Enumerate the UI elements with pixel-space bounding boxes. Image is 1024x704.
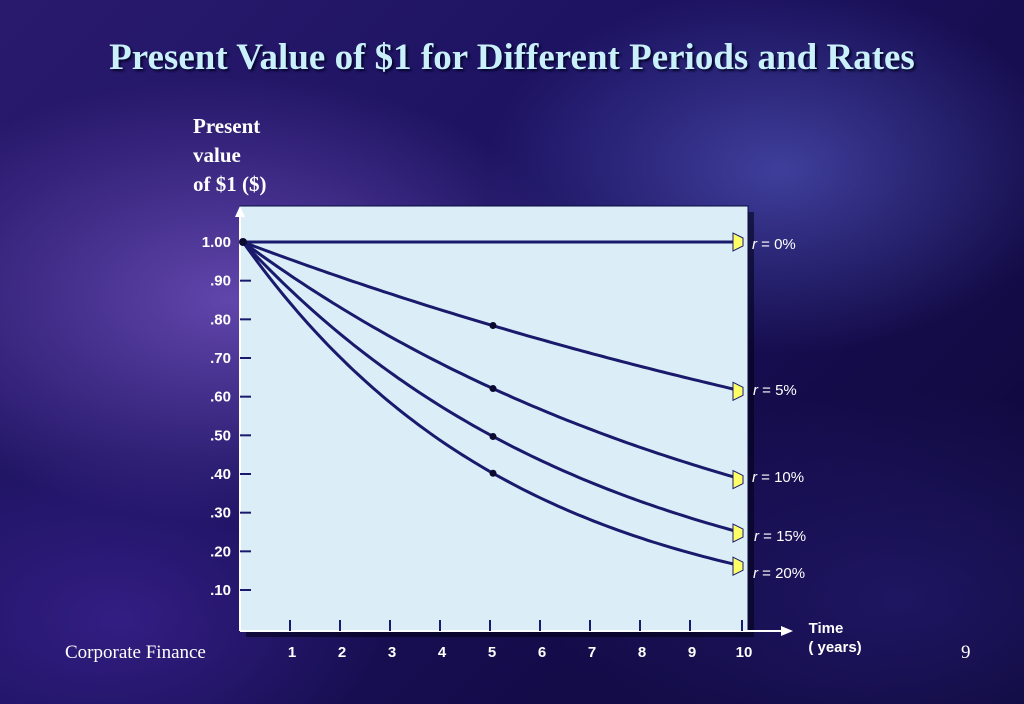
y-tick-labels: 1.00 .90 .80 .70 .60 .50 .40 .30 .20 .10 [202, 234, 251, 599]
series-end-arrow [732, 469, 744, 490]
series-label-var: r [752, 469, 758, 486]
x-tick-label: 2 [338, 644, 346, 661]
data-point-marker [489, 322, 497, 330]
series-label-var: r [752, 236, 758, 253]
footer-course-name: Corporate Finance [65, 642, 206, 663]
series-label-rate: = 0% [757, 236, 796, 253]
series-label-var: r [753, 565, 759, 582]
series-end-arrow [732, 232, 744, 252]
x-tick-label: 5 [488, 644, 496, 661]
series-label-var: r [754, 528, 760, 545]
x-tick-label: 10 [736, 644, 753, 661]
y-tick-label: .20 [210, 543, 231, 560]
series-end-arrow [732, 381, 744, 402]
series-end-arrow [732, 556, 744, 577]
y-tick-label: .90 [210, 273, 231, 290]
x-tick-labels: 1 2 3 4 5 6 7 8 9 10 [288, 620, 753, 661]
y-tick-label: .60 [210, 389, 231, 406]
series-label: r = 10% [752, 469, 804, 486]
plot-area [239, 205, 749, 632]
y-axis-arrowhead [235, 206, 245, 217]
axes [235, 206, 793, 636]
series-label-rate: = 15% [759, 528, 806, 545]
x-axis-arrowhead [781, 626, 793, 636]
data-point-marker [489, 432, 497, 440]
x-tick-label: 1 [288, 644, 296, 661]
x-tick-label: 9 [688, 644, 696, 661]
y-tick-label: .40 [210, 466, 231, 483]
data-point-marker [239, 238, 247, 246]
series-label-rate: = 5% [758, 382, 797, 399]
x-tick-label: 6 [538, 644, 546, 661]
series-label-rate: = 20% [758, 565, 805, 582]
series-label-var: r [753, 382, 759, 399]
series-labels: r = 0%r = 5%r = 10%r = 15%r = 20% [752, 236, 806, 582]
x-tick-label: 3 [388, 644, 396, 661]
page-number: 9 [961, 642, 971, 663]
series-label: r = 20% [753, 565, 805, 582]
series-end-arrow [732, 523, 744, 543]
y-tick-label: .80 [210, 311, 231, 328]
y-tick-label: .50 [210, 427, 231, 444]
series-label: r = 5% [753, 382, 797, 399]
x-axis-title-line2: ( years) [808, 639, 861, 656]
x-axis-title-line1: Time [809, 620, 844, 637]
y-tick-label: 1.00 [202, 234, 231, 251]
y-axis-label: Present value of $1 ($) [193, 114, 267, 196]
series-label: r = 15% [754, 528, 806, 545]
x-tick-label: 4 [438, 644, 447, 661]
data-point-marker [489, 469, 497, 477]
marked-points [239, 238, 497, 477]
y-tick-label: .10 [210, 582, 231, 599]
slide-title: Present Value of $1 for Different Period… [109, 37, 915, 78]
x-tick-label: 8 [638, 644, 646, 661]
series-label-rate: = 10% [757, 469, 804, 486]
x-tick-label: 7 [588, 644, 596, 661]
data-point-marker [489, 385, 497, 393]
y-tick-label: .30 [210, 505, 231, 522]
y-tick-label: .70 [210, 350, 231, 367]
series-label: r = 0% [752, 236, 796, 253]
